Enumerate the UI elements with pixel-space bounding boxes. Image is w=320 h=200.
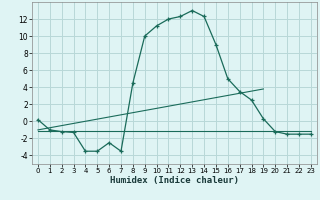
X-axis label: Humidex (Indice chaleur): Humidex (Indice chaleur)	[110, 176, 239, 185]
